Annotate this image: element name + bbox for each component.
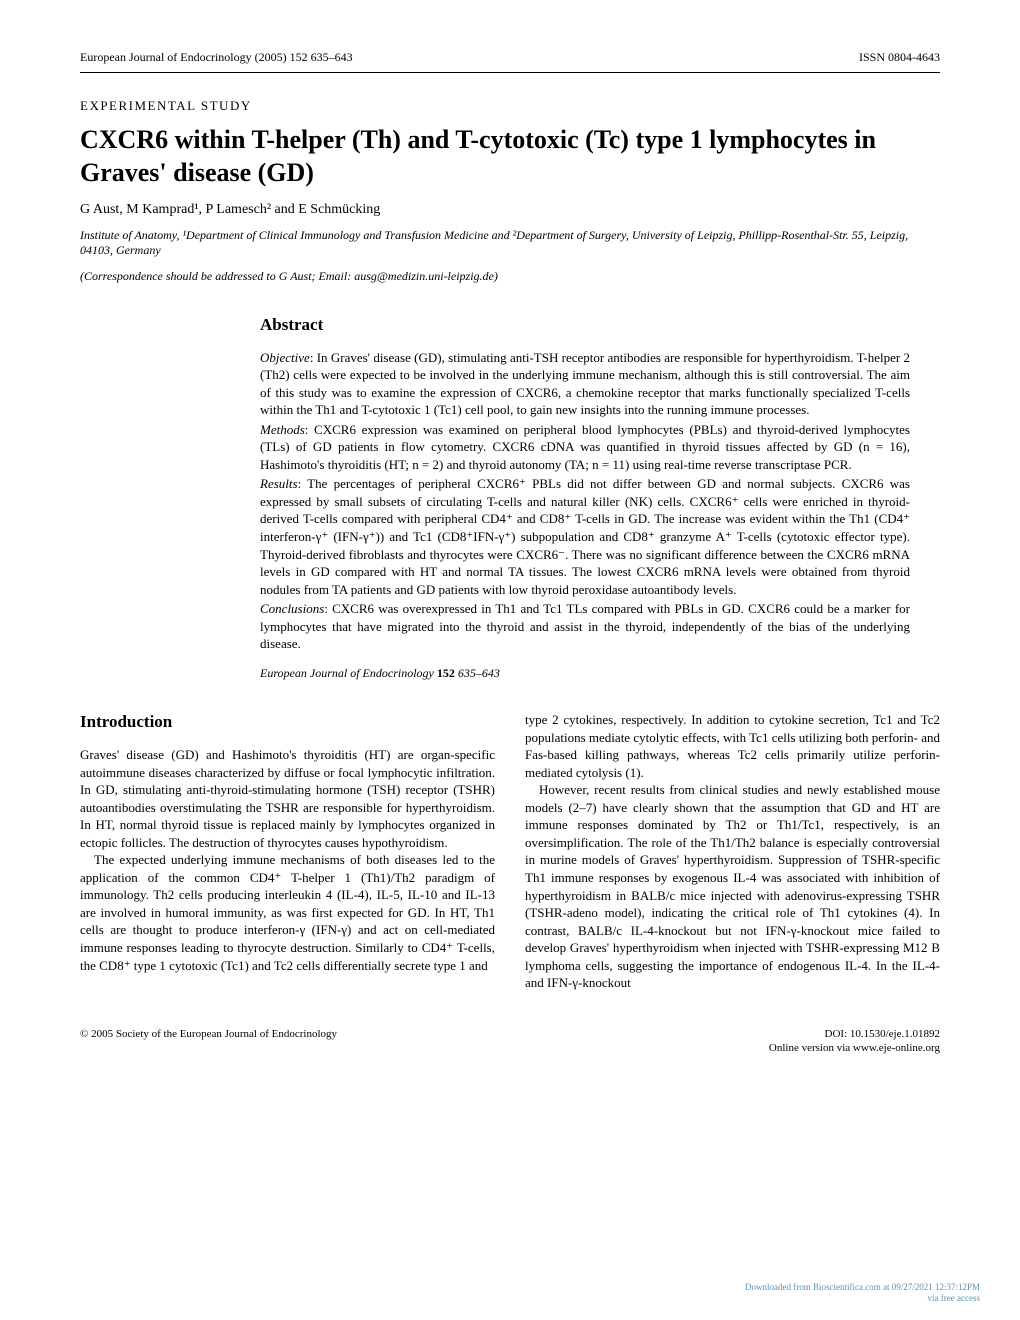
- header-bar: European Journal of Endocrinology (2005)…: [80, 50, 940, 73]
- abstract-objective: Objective: In Graves' disease (GD), stim…: [260, 349, 910, 419]
- abstract-heading: Abstract: [260, 314, 910, 336]
- study-type: EXPERIMENTAL STUDY: [80, 98, 940, 115]
- article-title: CXCR6 within T-helper (Th) and T-cytotox…: [80, 124, 940, 189]
- copyright: © 2005 Society of the European Journal o…: [80, 1027, 337, 1056]
- left-column: Introduction Graves' disease (GD) and Ha…: [80, 711, 495, 992]
- authors: G Aust, M Kamprad¹, P Lamesch² and E Sch…: [80, 201, 940, 219]
- footer-right: DOI: 10.1530/eje.1.01892 Online version …: [769, 1027, 940, 1056]
- body-columns: Introduction Graves' disease (GD) and Ha…: [80, 711, 940, 992]
- abstract-results: Results: The percentages of peripheral C…: [260, 475, 910, 598]
- download-line-2: via free access: [745, 1293, 980, 1305]
- journal-info: European Journal of Endocrinology (2005)…: [80, 50, 353, 66]
- intro-para-1: Graves' disease (GD) and Hashimoto's thy…: [80, 746, 495, 851]
- intro-para-4: However, recent results from clinical st…: [525, 781, 940, 992]
- intro-para-2: The expected underlying immune mechanism…: [80, 851, 495, 974]
- issn: ISSN 0804-4643: [859, 50, 940, 66]
- right-column: type 2 cytokines, respectively. In addit…: [525, 711, 940, 992]
- abstract-methods: Methods: CXCR6 expression was examined o…: [260, 421, 910, 474]
- download-line-1: Downloaded from Bioscientifica.com at 09…: [745, 1282, 980, 1294]
- abstract-conclusions: Conclusions: CXCR6 was overexpressed in …: [260, 600, 910, 653]
- download-note: Downloaded from Bioscientifica.com at 09…: [745, 1282, 980, 1305]
- abstract-section: Abstract Objective: In Graves' disease (…: [260, 314, 910, 681]
- abstract-text: Objective: In Graves' disease (GD), stim…: [260, 349, 910, 681]
- doi: DOI: 10.1530/eje.1.01892: [769, 1027, 940, 1041]
- affiliation: Institute of Anatomy, ¹Department of Cli…: [80, 228, 940, 259]
- journal-reference: European Journal of Endocrinology 152 63…: [260, 665, 910, 681]
- footer: © 2005 Society of the European Journal o…: [80, 1027, 940, 1056]
- online-version: Online version via www.eje-online.org: [769, 1041, 940, 1055]
- introduction-heading: Introduction: [80, 711, 495, 734]
- intro-para-3: type 2 cytokines, respectively. In addit…: [525, 711, 940, 781]
- correspondence: (Correspondence should be addressed to G…: [80, 269, 940, 285]
